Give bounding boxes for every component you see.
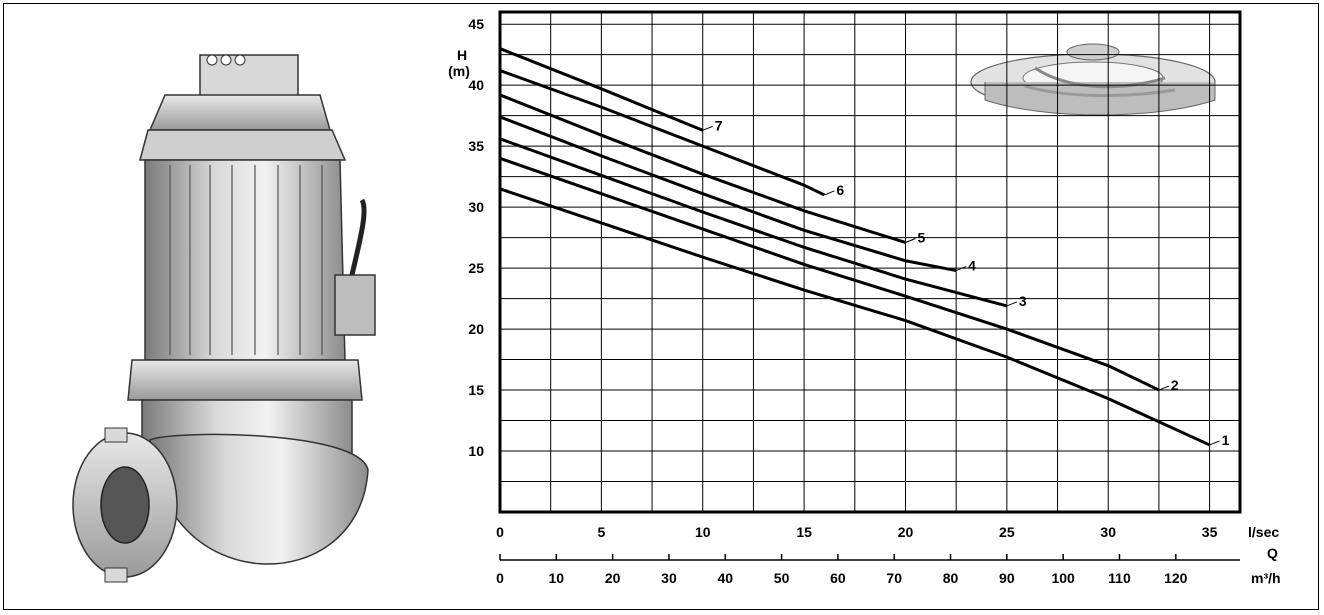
curve-6	[499, 69, 826, 197]
curve-7	[499, 47, 704, 132]
y-tick-label: 30	[468, 199, 484, 215]
y-tick-label: 35	[468, 138, 484, 154]
x-tick-label: 10	[695, 524, 711, 540]
plot-border	[498, 10, 1242, 514]
x2-tick-label: 30	[661, 570, 677, 586]
curve-label-7: 7	[715, 117, 723, 133]
curve-label-2: 2	[1171, 377, 1179, 393]
x-tick-label: 35	[1202, 524, 1218, 540]
curve-labels: 1 2 3 4 5 6 7	[702, 117, 1230, 448]
curve-label-leader	[1158, 385, 1170, 391]
y-tick-label: 45	[468, 16, 484, 32]
x2-tick-label: 60	[830, 570, 846, 586]
x-axis-unit-secondary: m³/h	[1251, 570, 1281, 586]
y-tick-label: 25	[468, 260, 484, 276]
curve-label-6: 6	[836, 182, 844, 198]
x2-tick-label: 10	[549, 570, 565, 586]
curve-5	[499, 93, 906, 244]
curve-label-leader	[1006, 301, 1018, 307]
curve-label-leader	[702, 125, 713, 131]
impeller-illustration	[970, 43, 1216, 116]
curve-3	[499, 137, 1008, 308]
y-tick-label: 20	[468, 321, 484, 337]
x2-tick-label: 40	[717, 570, 733, 586]
x-tick-label: 30	[1100, 524, 1116, 540]
curve-label-leader	[955, 266, 967, 272]
x2-tick-label: 90	[999, 570, 1015, 586]
x2-tick-label: 100	[1051, 570, 1075, 586]
x-tick-label: 15	[796, 524, 812, 540]
curve-label-leader	[824, 190, 835, 196]
curve-1	[499, 187, 1211, 447]
x2-tick-label: 20	[605, 570, 621, 586]
x2-tick-label: 0	[496, 570, 504, 586]
chart-grid	[500, 12, 1240, 512]
x-tick-label: 20	[898, 524, 914, 540]
y-axis-unit: (m)	[448, 63, 470, 79]
x-axis-unit-primary: l/sec	[1248, 524, 1279, 540]
curve-label-3: 3	[1019, 293, 1027, 309]
y-axis-label: H	[457, 47, 467, 63]
x-axis-ticks: 0 5 10 15 20 25 30 35	[496, 524, 1217, 540]
x2-tick-label: 80	[943, 570, 959, 586]
curve-label-leader	[1209, 440, 1220, 446]
x-tick-label: 5	[597, 524, 605, 540]
y-axis-ticks: 10 15 20 25 30 35 40 45	[468, 16, 484, 459]
pump-illustration	[72, 54, 376, 583]
x-tick-label: 0	[496, 524, 504, 540]
curve-2	[499, 156, 1160, 392]
curve-label-5: 5	[917, 229, 925, 245]
y-tick-label: 10	[468, 443, 484, 459]
y-tick-label: 15	[468, 382, 484, 398]
curve-label-leader	[905, 238, 916, 243]
y-tick-label: 40	[468, 77, 484, 93]
x2-tick-label: 50	[774, 570, 790, 586]
x2-tick-label: 70	[886, 570, 902, 586]
x-axis-label: Q	[1267, 545, 1278, 561]
x-tick-label: 25	[999, 524, 1015, 540]
curve-4	[499, 115, 957, 273]
curve-label-1: 1	[1222, 432, 1230, 448]
curve-label-4: 4	[968, 258, 976, 274]
performance-curves	[499, 47, 1211, 447]
x2-axis-ticks: 0 10 20 30 40 50 60 70 80 90 100 110 120	[496, 554, 1188, 586]
x2-tick-label: 110	[1108, 570, 1131, 586]
x2-tick-label: 120	[1164, 570, 1188, 586]
